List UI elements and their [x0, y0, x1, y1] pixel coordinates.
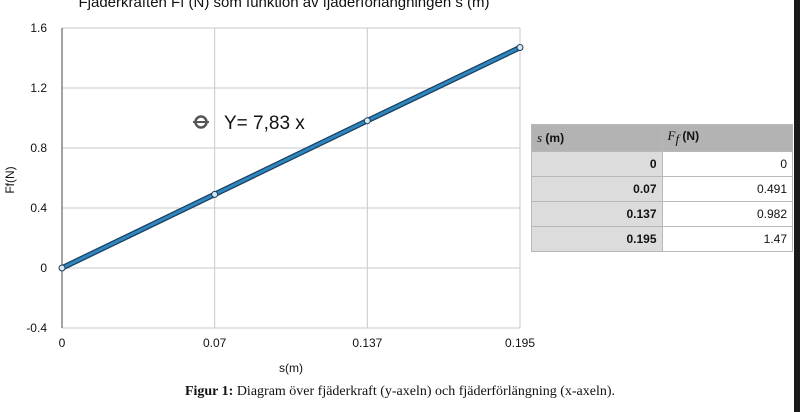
- x-tick-label: 0: [59, 336, 66, 350]
- data-point: [363, 117, 371, 125]
- data-point: [211, 190, 219, 198]
- table-row: 0 0: [531, 151, 793, 177]
- series: [58, 44, 524, 272]
- header-f: Ff (N): [661, 124, 793, 152]
- data-point: [516, 44, 524, 51]
- caption-text: Diagram över fjäderkraft (y-axeln) och f…: [236, 384, 616, 399]
- x-tick-labels: 0 0.07 0.137 0.195: [59, 336, 536, 350]
- equation-label: Y= 7,83 x: [224, 113, 305, 134]
- window-edge: [794, 0, 800, 412]
- f-cell: 0.982: [661, 201, 793, 227]
- x-tick-label: 0.07: [203, 336, 227, 350]
- y-tick-labels: 1.6 1.2 0.8 0.4 0 -0.4: [26, 21, 47, 335]
- y-tick-label: -0.4: [26, 321, 47, 335]
- s-cell: 0.195: [531, 226, 663, 252]
- s-cell: 0: [531, 151, 663, 177]
- y-axis-label: Ff(N): [3, 166, 17, 193]
- table-row: 0.07 0.491: [531, 176, 793, 202]
- data-table: s (m) Ff (N) 0 0 0.07 0.491 0.137 0.982 …: [531, 124, 793, 252]
- caption-label: Figur 1:: [184, 384, 234, 399]
- x-tick-label: 0.137: [352, 336, 382, 350]
- f-cell: 0: [661, 151, 793, 177]
- data-point: [58, 264, 66, 272]
- table-row: 0.195 1.47: [531, 226, 793, 252]
- f-cell: 0.491: [661, 176, 793, 202]
- y-tick-label: 1.6: [30, 21, 47, 35]
- series-line: [61, 46, 521, 270]
- header-s: s (m): [531, 124, 663, 152]
- f-cell: 1.47: [661, 226, 793, 252]
- table-row: 0.137 0.982: [531, 201, 793, 227]
- table-header-row: s (m) Ff (N): [531, 124, 793, 152]
- s-cell: 0.07: [531, 176, 663, 202]
- grid: [61, 27, 521, 329]
- chart-title: Fjäderkraften Ff (N) som funktion av fjä…: [79, 0, 490, 11]
- y-tick-label: 0: [40, 261, 47, 275]
- figure-caption: Figur 1: Diagram över fjäderkraft (y-axe…: [0, 384, 800, 400]
- y-tick-label: 0.4: [30, 201, 47, 215]
- x-axis-label: s(m): [279, 361, 303, 375]
- x-tick-label: 0.195: [505, 336, 535, 350]
- legend-marker-icon: [193, 115, 209, 129]
- s-cell: 0.137: [531, 201, 663, 227]
- y-tick-label: 0.8: [30, 141, 47, 155]
- y-tick-label: 1.2: [30, 81, 47, 95]
